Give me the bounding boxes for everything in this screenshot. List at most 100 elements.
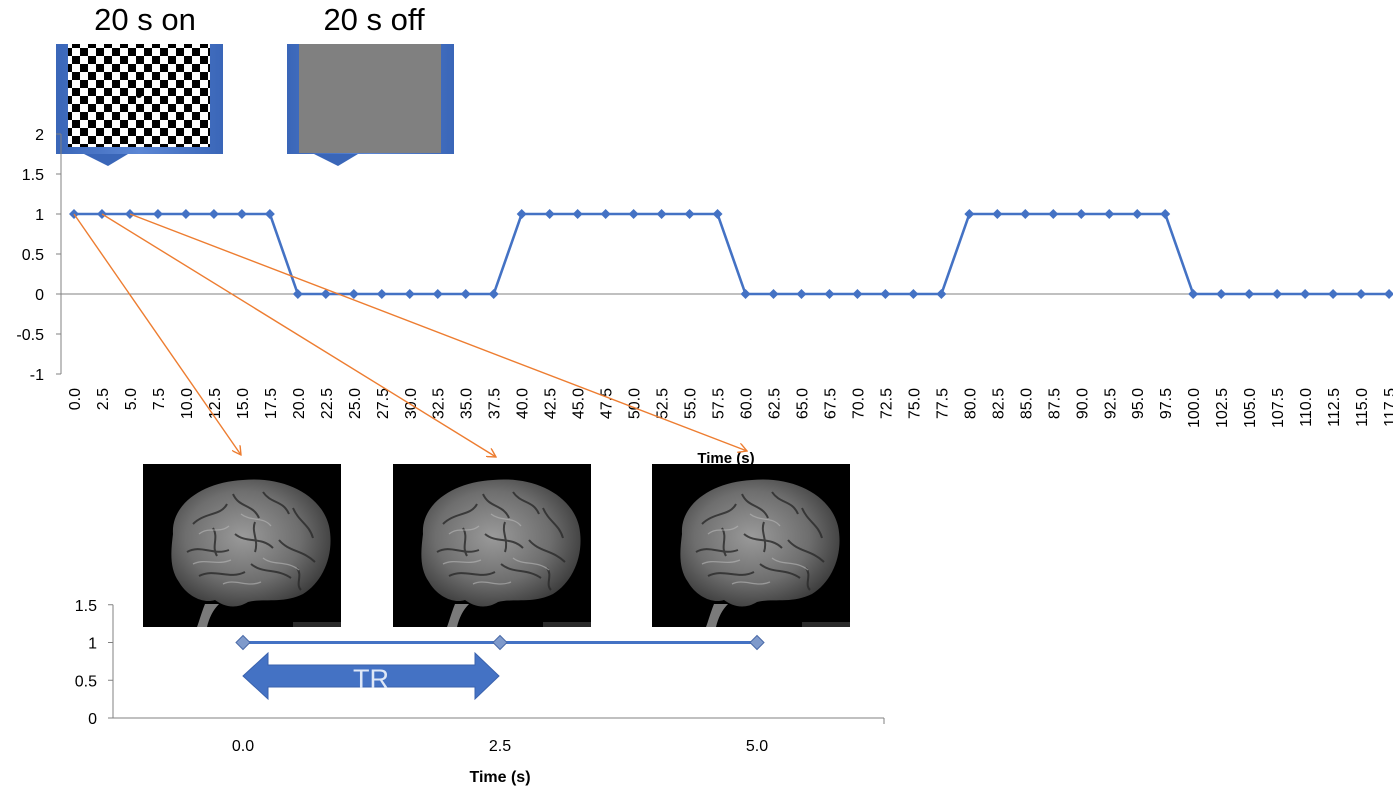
brain-scan-icon xyxy=(392,463,592,628)
chart1-data-point xyxy=(292,289,303,299)
stimulus-timecourse-chart: -1 -0.5 0 0.5 1 1.5 2 0.0 2.5 5.0 7.5 10.0 12.5 15.0… xyxy=(16,127,1393,428)
arrow-to-brain-3 xyxy=(129,213,747,451)
chart1-data-point xyxy=(712,209,723,219)
chart1-x-tick-label: 15.0 xyxy=(235,388,252,419)
chart1-data-point xyxy=(684,209,695,219)
brain-image-3 xyxy=(651,463,851,628)
chart1-data-point xyxy=(600,209,611,219)
chart1-data-point xyxy=(488,289,499,299)
chart1-x-tick-label: 67.5 xyxy=(822,388,839,419)
chart1-y-tick-label: 2 xyxy=(35,127,44,144)
chart1-data-point xyxy=(460,289,471,299)
chart1-x-tick-label: 7.5 xyxy=(151,388,168,410)
chart1-data-point xyxy=(1132,209,1143,219)
tr-label: TR xyxy=(353,664,389,694)
chart1-data-point xyxy=(152,209,163,219)
chart1-x-tick-label: 55.0 xyxy=(683,388,700,419)
chart1-x-tick-label: 22.5 xyxy=(319,388,336,419)
chart1-data-point xyxy=(852,289,863,299)
chart1-data-point xyxy=(320,289,331,299)
chart1-x-tick-label: 77.5 xyxy=(934,388,951,419)
chart1-data-point xyxy=(964,209,975,219)
chart2-y-tick-label: 0 xyxy=(88,711,97,728)
chart1-data-point xyxy=(348,289,359,299)
chart1-data-point xyxy=(908,289,919,299)
chart1-x-tick-label: 20.0 xyxy=(291,388,308,419)
acquisition-arrows xyxy=(73,213,747,457)
chart1-data-point xyxy=(1188,289,1199,299)
chart1-data-point xyxy=(1272,289,1283,299)
gray-stimulus-icon xyxy=(299,44,441,153)
chart1-x-tick-label: 62.5 xyxy=(767,388,784,419)
chart1-x-tick-label: 85.0 xyxy=(1018,388,1035,419)
tr-sampling-chart: 0 0.5 1 1.5 0.0 2.5 5.0 TR xyxy=(75,598,885,755)
chart1-data-point xyxy=(236,209,247,219)
chart1-x-tick-label: 45.0 xyxy=(571,388,588,419)
chart1-x-tick-label: 42.5 xyxy=(543,388,560,419)
chart1-x-tick-label: 12.5 xyxy=(207,388,224,419)
chart1-data-point xyxy=(1384,289,1393,299)
chart2-data-point xyxy=(492,634,508,651)
chart1-data-point xyxy=(544,209,555,219)
chart1-data-point xyxy=(740,289,751,299)
chart1-data-point xyxy=(1076,209,1087,219)
chart1-data-point xyxy=(208,209,219,219)
stimulus-off-caption: 20 s off xyxy=(323,2,425,37)
chart2-y-tick-label: 1.5 xyxy=(75,598,97,615)
chart1-x-tick-label: 27.5 xyxy=(375,388,392,419)
chart1-x-tick-label: 60.0 xyxy=(739,388,756,419)
chart1-x-tick-label: 57.5 xyxy=(711,388,728,419)
chart1-x-tick-label: 17.5 xyxy=(263,388,280,419)
chart1-x-tick-label: 0.0 xyxy=(67,388,84,410)
chart2-data-point xyxy=(235,634,251,651)
chart1-x-tick-label: 70.0 xyxy=(850,388,867,419)
brain-image-1 xyxy=(142,463,342,628)
chart1-data-point xyxy=(1300,289,1311,299)
chart1-data-point xyxy=(1216,289,1227,299)
chart1-x-tick-label: 100.0 xyxy=(1186,388,1203,428)
chart1-x-tick-label: 40.0 xyxy=(515,388,532,419)
chart1-data-point xyxy=(1020,209,1031,219)
chart1-data-point xyxy=(1244,289,1255,299)
chart1-data-point xyxy=(880,289,891,299)
chart1-x-tick-label: 75.0 xyxy=(906,388,923,419)
chart1-data-point xyxy=(180,209,191,219)
chart1-x-tick-label: 10.0 xyxy=(179,388,196,419)
brain-image-2 xyxy=(392,463,592,628)
chart1-x-axis-label: Time (s) xyxy=(697,450,754,467)
chart1-x-tick-label: 105.0 xyxy=(1242,388,1259,428)
chart1-x-tick-label: 92.5 xyxy=(1102,388,1119,419)
chart1-x-tick-label: 25.0 xyxy=(347,388,364,419)
chart1-data-point xyxy=(432,289,443,299)
chart1-data-point xyxy=(656,209,667,219)
chart1-x-tick-label: 95.0 xyxy=(1130,388,1147,419)
chart1-x-tick-label: 72.5 xyxy=(878,388,895,419)
chart1-x-tick-label: 47.5 xyxy=(599,388,616,419)
chart1-data-point xyxy=(824,289,835,299)
chart2-x-axis-label: Time (s) xyxy=(469,769,530,786)
chart2-y-tick-label: 1 xyxy=(88,636,97,653)
chart1-x-tick-label: 87.5 xyxy=(1046,388,1063,419)
chart1-x-tick-label: 110.0 xyxy=(1298,388,1315,427)
chart2-x-tick-label: 0.0 xyxy=(232,738,254,755)
chart1-data-point xyxy=(768,289,779,299)
chart1-x-tick-label: 32.5 xyxy=(431,388,448,419)
chart1-data-point xyxy=(1356,289,1367,299)
chart1-y-tick-label: 0.5 xyxy=(22,247,44,264)
chart1-data-point xyxy=(96,209,107,219)
tr-double-arrow: TR xyxy=(242,651,500,701)
chart1-x-tick-label: 30.0 xyxy=(403,388,420,419)
chart2-data-point xyxy=(749,634,765,651)
chart1-x-tick-label: 82.5 xyxy=(990,388,1007,419)
arrow-to-brain-1 xyxy=(73,213,241,455)
chart1-y-tick-label: 1 xyxy=(35,207,44,224)
brain-scan-icon xyxy=(651,463,851,628)
chart1-x-tick-label: 97.5 xyxy=(1158,388,1175,419)
chart1-x-tick-label: 117.5 xyxy=(1382,388,1393,427)
chart1-x-tick-label: 2.5 xyxy=(95,388,112,410)
stimulus-off-callout xyxy=(287,44,454,166)
chart1-x-tick-label: 115.0 xyxy=(1354,388,1371,427)
chart1-x-tick-label: 35.0 xyxy=(459,388,476,419)
chart1-x-tick-label: 112.5 xyxy=(1326,388,1343,427)
